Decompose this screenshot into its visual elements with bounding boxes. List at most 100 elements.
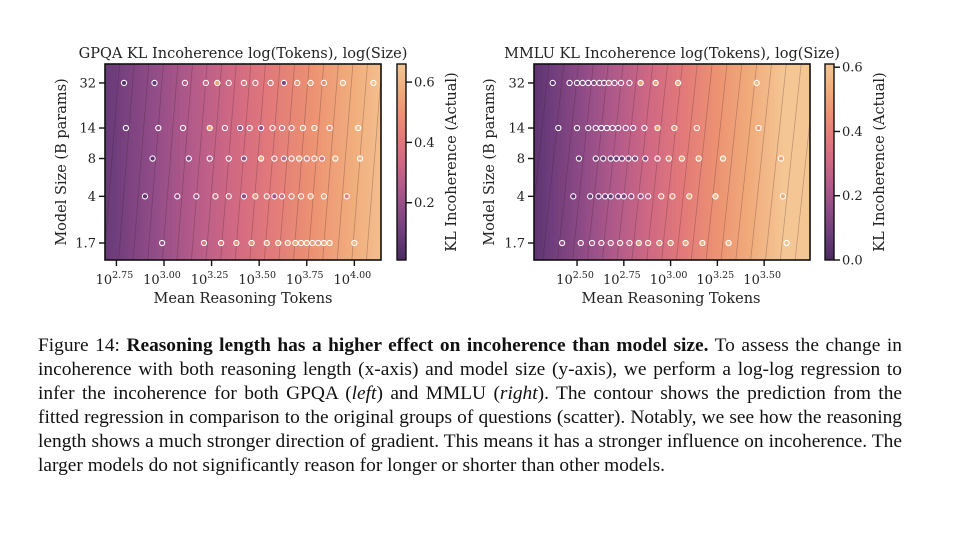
scatter-point	[573, 79, 581, 87]
x-tick-exponent: 3.50	[255, 270, 276, 281]
contour-band	[794, 64, 799, 260]
scatter-point	[149, 155, 156, 162]
x-tick-label: 103.50	[743, 270, 781, 288]
contour-band	[652, 64, 657, 260]
contour-band	[640, 64, 645, 260]
contour-line	[534, 64, 550, 208]
contour-band	[758, 64, 764, 260]
contour-band	[266, 64, 272, 260]
y-tick-label: 32	[508, 76, 525, 91]
contour-line	[616, 64, 639, 260]
contour-band	[612, 64, 618, 260]
contour-band	[679, 64, 685, 260]
contour-line	[779, 64, 802, 260]
scatter-point	[558, 239, 566, 247]
contour-band	[561, 64, 567, 260]
scatter-point	[573, 124, 581, 132]
contour-band	[545, 64, 551, 260]
scatter-point	[625, 155, 632, 162]
contour-line	[118, 64, 135, 260]
scatter-point	[753, 79, 760, 87]
scatter-point	[631, 155, 639, 162]
contour-band	[306, 64, 311, 260]
contour-band	[116, 64, 122, 260]
contour-band	[144, 64, 149, 260]
contour-band	[341, 64, 347, 260]
contour-band	[668, 64, 673, 260]
scatter-point	[598, 239, 605, 247]
mmlu-y-ticks: 32 14 8 4 1.7	[504, 76, 534, 251]
contour-band	[731, 64, 736, 260]
contour-line	[132, 64, 150, 260]
colorbar-tick-label: 0.4	[414, 136, 435, 151]
scatter-point	[605, 79, 612, 87]
scatter-point	[682, 239, 689, 247]
scatter-point	[297, 239, 305, 247]
contour-band	[604, 64, 610, 260]
contour-line	[278, 64, 295, 260]
scatter-point	[303, 239, 310, 247]
contour-band	[790, 64, 795, 260]
scatter-point	[202, 79, 210, 87]
contour-band	[754, 64, 760, 260]
contour-band	[581, 64, 586, 260]
contour-line	[105, 64, 120, 252]
contour-band	[553, 64, 559, 260]
contour-band	[235, 64, 240, 260]
contour-band	[105, 64, 110, 260]
scatter-point	[652, 79, 659, 87]
scatter-point	[600, 155, 607, 162]
contour-band	[699, 64, 705, 260]
caption-label: Figure 14:	[38, 335, 120, 356]
contour-line	[205, 64, 223, 260]
y-tick-label: 4	[517, 190, 525, 205]
contour-band	[290, 64, 295, 260]
contour-band	[246, 64, 252, 260]
scatter-point	[626, 239, 633, 247]
scatter-point	[637, 79, 644, 87]
contour-band	[703, 64, 709, 260]
scatter-point	[284, 239, 291, 247]
contour-band	[597, 64, 602, 260]
contour-band	[168, 64, 173, 260]
contour-band	[770, 64, 776, 260]
contour-band	[373, 64, 378, 260]
scatter-point	[236, 124, 244, 132]
scatter-point	[656, 239, 663, 247]
y-tick-label: 8	[88, 152, 96, 167]
contour-band	[802, 64, 807, 260]
scatter-point	[577, 239, 584, 247]
contour-band	[644, 64, 649, 260]
x-tick-label: 102.75	[96, 270, 134, 288]
scatter-point	[200, 239, 208, 247]
contour-band	[565, 64, 571, 260]
contour-band	[660, 64, 665, 260]
scatter-point	[320, 239, 328, 247]
contour-band	[136, 64, 142, 260]
contour-line	[735, 64, 758, 260]
scatter-point	[221, 124, 229, 132]
scatter-point	[332, 155, 339, 162]
scatter-point	[297, 193, 305, 200]
colorbar-tick-label: 0.2	[414, 196, 435, 211]
scatter-point	[637, 193, 644, 200]
contour-line	[690, 64, 713, 260]
contour-band	[664, 64, 669, 260]
contour-line	[249, 64, 266, 260]
y-tick-label: 8	[517, 152, 525, 167]
contour-band	[207, 64, 213, 260]
contour-line	[322, 64, 339, 260]
scatter-point	[586, 193, 594, 200]
gpqa-colorbar	[396, 63, 407, 261]
contour-band	[112, 64, 118, 260]
x-tick-exponent: 2.50	[573, 270, 594, 281]
caption-text-2: ) and MMLU (	[376, 383, 500, 404]
scatter-point	[280, 79, 288, 87]
scatter-point	[590, 79, 598, 87]
gpqa-y-ticks: 32 14 8 4 1.7	[75, 76, 105, 251]
scatter-point	[339, 79, 347, 87]
scatter-point	[630, 124, 637, 132]
x-tick-label: 103.25	[697, 270, 735, 288]
contour-band	[124, 64, 130, 260]
contour-band	[369, 64, 374, 260]
